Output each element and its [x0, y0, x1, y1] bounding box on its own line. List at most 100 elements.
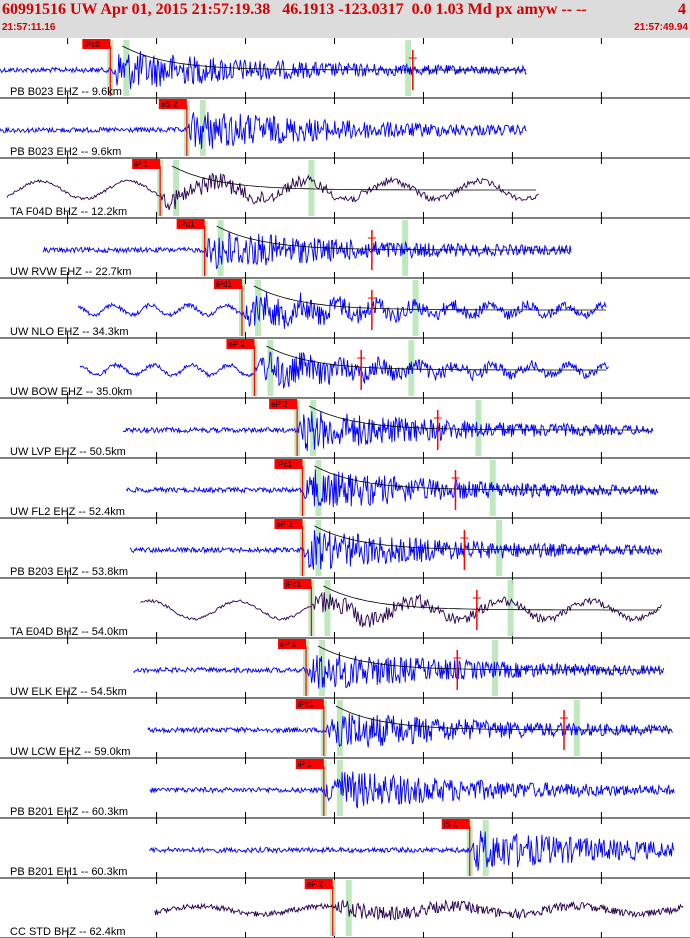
window-band — [475, 400, 482, 456]
waveform — [77, 291, 607, 329]
waveform — [140, 591, 662, 628]
window-band — [173, 160, 180, 216]
pick-box — [295, 759, 324, 769]
window-band — [336, 700, 343, 756]
channel-label: UW ELK EHZ -- 54.5km — [10, 686, 127, 698]
pick-label: eP 2 — [271, 400, 288, 409]
end-time: 21:57:49.94 — [634, 22, 688, 33]
pick-box — [278, 639, 307, 649]
pick-label: iP 1 — [298, 760, 312, 769]
coda-curve — [266, 345, 607, 371]
pick-box — [176, 219, 205, 229]
coda-curve — [308, 405, 650, 431]
window-band — [308, 160, 315, 216]
waveform — [0, 51, 527, 89]
pick-label: eP 2 — [280, 640, 297, 649]
window-band — [573, 700, 580, 756]
coda-curve — [253, 285, 606, 311]
trace-row: eP 2 UW ELK EHZ -- 54.5km — [0, 638, 690, 699]
channel-label: UW NLO EHZ -- 34.3km — [10, 326, 129, 338]
trace-row: eP 2 UW BOW EHZ -- 35.0km — [0, 338, 690, 399]
waveform — [0, 111, 527, 149]
coda-curve — [314, 465, 655, 491]
pick-label: eS 2 — [161, 100, 178, 109]
window-band — [412, 280, 419, 336]
waveform — [122, 411, 654, 452]
pick-box — [213, 279, 242, 289]
waveform — [147, 713, 673, 748]
event-header: 60991516 UW Apr 01, 2015 21:57:19.38 46.… — [0, 0, 690, 38]
channel-label: UW LVP EHZ -- 50.5km — [10, 446, 126, 458]
channel-label: PB B201 EH1 -- 60.3km — [10, 866, 127, 878]
trace-row: eS 2 PB B023 EH2 -- 9.6km — [0, 98, 690, 159]
waveform — [79, 351, 609, 389]
channel-label: UW BOW EHZ -- 35.0km — [10, 386, 132, 398]
pick-box — [269, 399, 298, 409]
channel-label: UW LCW EHZ -- 59.0km — [10, 746, 130, 758]
channel-label: TA F04D BHZ -- 12.2km — [10, 206, 127, 218]
pick-label: eP 2 — [307, 880, 324, 889]
coda-curve — [314, 525, 659, 551]
window-band — [123, 40, 130, 96]
pick-box — [132, 159, 161, 169]
event-count: 4 — [678, 1, 686, 18]
trace-row: iPc0 PB B023 EHZ -- 9.6km — [0, 38, 690, 99]
pick-box — [226, 339, 255, 349]
trace-row: eP 2 CC STD BHZ -- 62.4km — [0, 878, 690, 938]
pick-label: iPc1 — [298, 700, 314, 709]
pick-label: iS 1 — [444, 820, 458, 829]
window-band — [315, 520, 322, 576]
pick-box — [441, 819, 470, 829]
channel-label: PB B023 EHZ -- 9.6km — [10, 86, 122, 98]
coda-curve — [317, 645, 662, 671]
channel-label: TA E04D BHZ -- 54.0km — [10, 626, 128, 638]
pick-label: iPc0 — [84, 40, 100, 49]
pick-label: iPd1 — [179, 220, 196, 229]
trace-row: eP 2 UW LVP EHZ -- 50.5km — [0, 398, 690, 459]
window-band — [267, 340, 274, 396]
waveform — [133, 652, 664, 689]
window-band — [310, 400, 317, 456]
coda-curve — [335, 705, 672, 731]
coda-curve — [122, 45, 527, 71]
window-band — [507, 580, 514, 636]
window-band — [496, 520, 503, 576]
channel-label: PB B203 EHZ -- 53.8km — [10, 566, 128, 578]
coda-curve — [216, 225, 569, 251]
start-time: 21:57:11.16 — [2, 22, 56, 33]
channel-label: CC STD BHZ -- 62.4km — [10, 926, 126, 938]
pick-label: iPd1 — [216, 280, 233, 289]
pick-box — [274, 519, 303, 529]
window-band — [217, 220, 224, 276]
trace-panel: iPc0 PB B023 EHZ -- 9.6km eS 2 PB B023 EH2 … — [0, 38, 690, 938]
pick-label: iPc1 — [285, 580, 301, 589]
trace-row: iP 1 PB B201 EHZ -- 60.3km — [0, 758, 690, 819]
window-band — [336, 760, 343, 816]
trace-row: iPc1 UW FL2 EHZ -- 52.4km — [0, 458, 690, 519]
waveform — [42, 232, 572, 270]
pick-label: eP 2 — [276, 520, 293, 529]
waveform — [129, 530, 663, 570]
trace-row: iPd1 UW RVW EHZ -- 22.7km — [0, 218, 690, 279]
window-band — [254, 280, 261, 336]
coda-curve — [171, 165, 537, 191]
pick-label: iPc1 — [276, 460, 292, 469]
trace-row: iS 1 PB B201 EH1 -- 60.3km — [0, 818, 690, 879]
window-band — [315, 460, 322, 516]
trace-row: iPd1 UW NLO EHZ -- 34.3km — [0, 278, 690, 339]
trace-row: iP 1 TA F04D BHZ -- 12.2km — [0, 158, 690, 219]
event-title: 60991516 UW Apr 01, 2015 21:57:19.38 46.… — [2, 1, 587, 18]
channel-label: UW RVW EHZ -- 22.7km — [10, 266, 131, 278]
pick-label: iP 1 — [134, 160, 148, 169]
pick-box — [283, 579, 312, 589]
pick-box — [295, 699, 324, 709]
pick-box — [274, 459, 303, 469]
channel-label: PB B201 EHZ -- 60.3km — [10, 806, 128, 818]
pick-box — [82, 39, 111, 49]
pick-box — [304, 879, 333, 889]
waveform — [149, 771, 675, 809]
trace-row: iPc1 TA E04D BHZ -- 54.0km — [0, 578, 690, 639]
trace-row: eP 2 PB B203 EHZ -- 53.8km — [0, 518, 690, 579]
waveform — [6, 172, 540, 210]
